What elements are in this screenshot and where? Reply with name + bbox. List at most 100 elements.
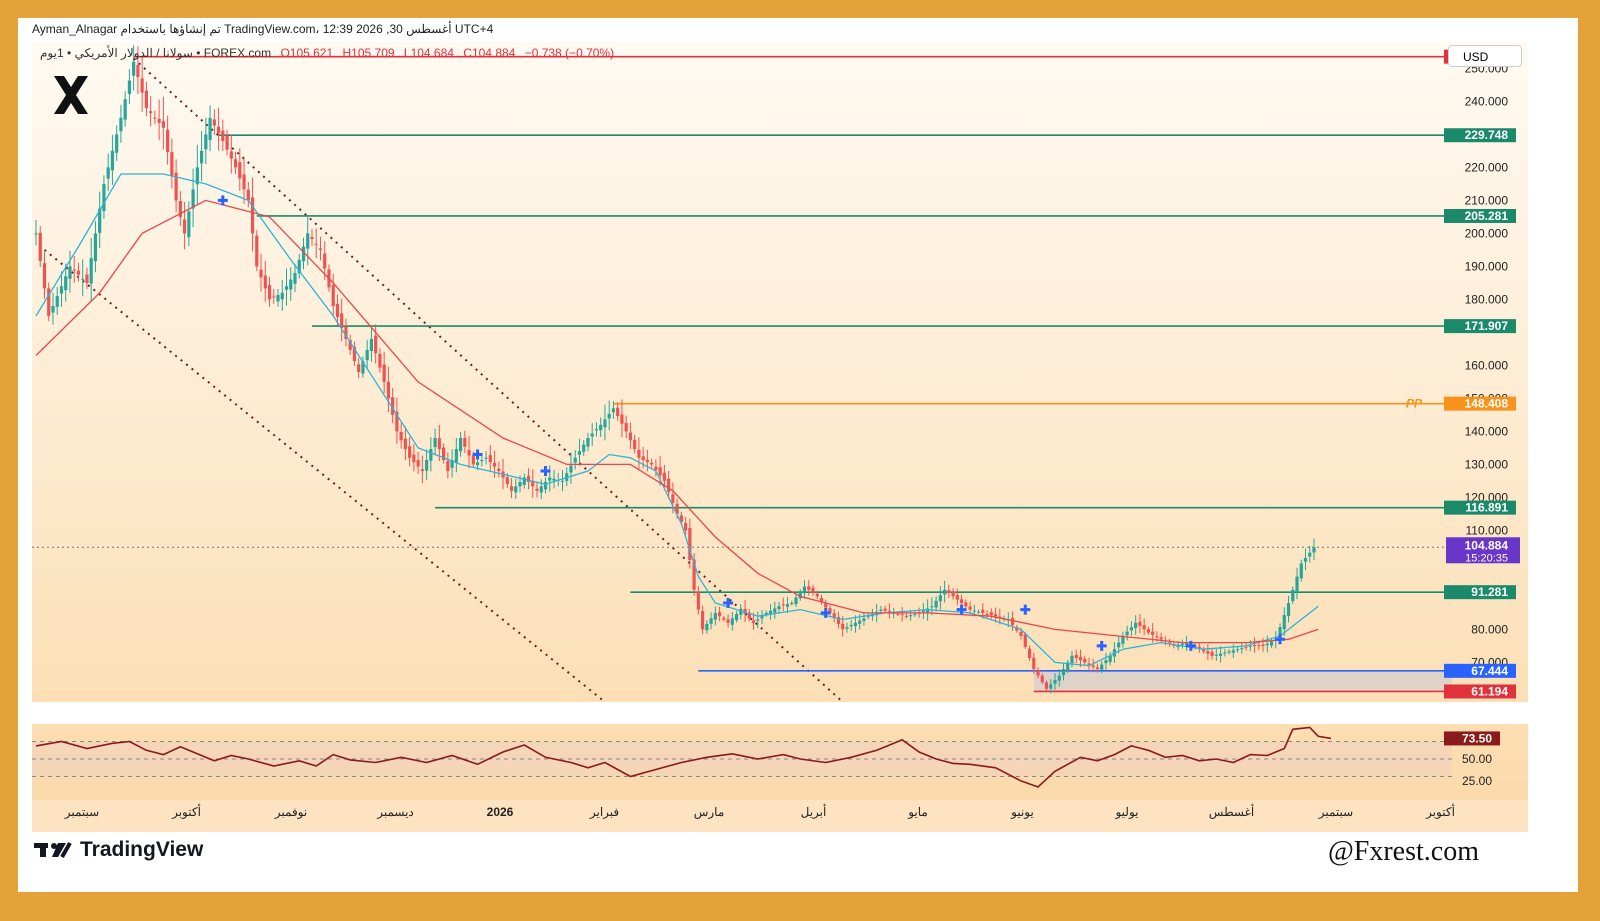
candle-body (395, 411, 399, 432)
candle-body (72, 269, 76, 271)
candle-body (845, 627, 849, 629)
candle-body (293, 273, 297, 284)
y-axis-tick: 180.000 (1465, 292, 1509, 306)
brand-logo-icon (50, 72, 92, 123)
signal-marker-icon (723, 598, 734, 608)
candle-body (628, 432, 633, 441)
low-value: L104.684 (403, 46, 454, 60)
candle-body (416, 460, 420, 467)
candle-body (764, 612, 768, 615)
candle-body (250, 197, 255, 234)
candle-body (484, 457, 488, 459)
candle-body (127, 80, 132, 95)
candle-body (1176, 644, 1180, 648)
symbol-name[interactable]: سولانا / الدولار الأمريكي • 1يوم • FOREX… (40, 46, 272, 60)
candle-body (1240, 648, 1244, 650)
candle-body (747, 612, 751, 619)
x-axis-label: سبتمبر (64, 805, 99, 819)
candle-body (768, 610, 773, 614)
y-axis-tick: 110.000 (1466, 523, 1509, 537)
candle-body (560, 480, 565, 482)
candle-body (1308, 552, 1312, 557)
y-axis-tick: 190.000 (1465, 259, 1509, 273)
candle-body (399, 431, 403, 441)
candle-body (930, 606, 934, 608)
candle-body (1214, 654, 1218, 656)
candle-body (161, 121, 165, 128)
candle-body (378, 353, 382, 368)
candle-body (458, 438, 463, 452)
candle-body (132, 61, 136, 76)
candle-body (408, 446, 412, 458)
candle-body (569, 465, 573, 473)
signal-marker-icon (1275, 634, 1286, 645)
candle-body (802, 586, 807, 594)
candle-body (153, 117, 157, 119)
candle-body (726, 619, 730, 623)
candle-body (633, 439, 637, 449)
candle-body (166, 129, 170, 152)
candle-body (391, 397, 395, 415)
candle-body (760, 616, 764, 619)
candle-body (1278, 627, 1282, 638)
candle-body (934, 600, 938, 608)
candle-body (675, 503, 679, 514)
chart-area[interactable]: 250.000 240.000 220.000 210.000 200.000 190.0… (32, 42, 1528, 832)
level-label-bg (1444, 663, 1516, 678)
candle-body (1074, 654, 1078, 658)
tradingview-logo: TradingView (34, 838, 203, 862)
candle-body (853, 622, 858, 627)
x-axis-label: ديسمبر (376, 805, 414, 819)
candle-body (1104, 660, 1108, 664)
candle-body (688, 528, 692, 561)
candle-body (1146, 629, 1151, 633)
support-zone (1033, 670, 1452, 692)
candle-body (1040, 675, 1044, 683)
level-label-bg (1444, 396, 1516, 411)
candle-body (1057, 675, 1061, 681)
candle-body (1159, 637, 1163, 640)
candle-body (263, 275, 267, 289)
candle-body (115, 134, 119, 153)
currency-selector[interactable]: USD (1448, 45, 1522, 67)
candle-body (722, 617, 726, 620)
candle-body (1155, 636, 1159, 638)
candle-body (849, 625, 853, 627)
candle-body (204, 134, 208, 150)
candle-body (475, 462, 480, 466)
candle-body (344, 326, 348, 339)
candle-body (667, 478, 671, 492)
candle-body (1117, 642, 1121, 648)
rsi-axis-tick: 50.00 (1462, 752, 1492, 766)
candle-body (548, 477, 552, 481)
candle-body (790, 603, 794, 604)
candle-body (259, 269, 263, 278)
candle-body (603, 419, 607, 428)
candle-body (1061, 669, 1066, 676)
candle-body (369, 339, 374, 352)
price-chart[interactable]: 250.000240.000220.000210.000200.000190.0… (32, 42, 1528, 832)
candle-body (1087, 663, 1091, 665)
candle-body (785, 604, 790, 607)
candle-body (539, 486, 543, 493)
level-label-bg (1444, 500, 1516, 515)
symbol-info[interactable]: سولانا / الدولار الأمريكي • 1يوم • FOREX… (40, 46, 614, 60)
candle-body (739, 609, 743, 615)
candle-body (191, 189, 195, 209)
candle-body (420, 469, 424, 471)
signal-marker-icon (540, 466, 551, 476)
candle-body (1095, 667, 1100, 669)
level-label-bg (1444, 585, 1516, 600)
candle-body (242, 174, 246, 190)
x-axis-label: أكتوبر (171, 804, 201, 819)
candle-body (450, 460, 454, 468)
level-label-61.194: 61.194 (1471, 684, 1508, 698)
candle-body (709, 618, 713, 624)
candle-body (47, 288, 51, 316)
candle-body (1202, 649, 1206, 652)
candle-body (866, 616, 870, 618)
candle-body (42, 263, 47, 289)
candle-body (497, 468, 501, 471)
level-label-116.891: 116.891 (1465, 501, 1508, 515)
candle-body (599, 424, 603, 431)
